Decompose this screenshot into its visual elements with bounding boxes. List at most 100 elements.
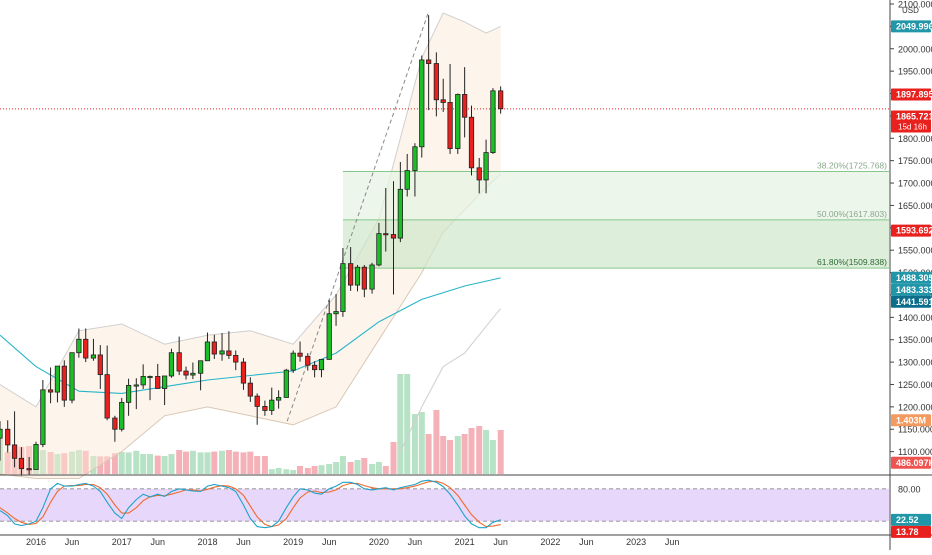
candle[interactable]: [412, 143, 418, 197]
candle[interactable]: [483, 139, 489, 194]
volume-bar: [247, 451, 254, 474]
candle[interactable]: [112, 415, 118, 442]
candle[interactable]: [133, 378, 139, 410]
candle[interactable]: [354, 264, 361, 292]
candle[interactable]: [5, 420, 11, 453]
candle[interactable]: [33, 441, 39, 470]
candle[interactable]: [318, 359, 325, 378]
candle-body: [369, 264, 375, 290]
time-tick-label: 2022: [540, 537, 560, 547]
candle[interactable]: [468, 105, 475, 176]
candle[interactable]: [176, 336, 182, 376]
volume-bar: [268, 469, 275, 474]
candle[interactable]: [226, 331, 232, 359]
candle[interactable]: [240, 358, 247, 390]
candle[interactable]: [361, 264, 367, 298]
candle[interactable]: [161, 375, 168, 406]
candles-layer[interactable]: [0, 15, 504, 476]
candle[interactable]: [283, 368, 289, 398]
candle[interactable]: [147, 375, 153, 401]
candle-body: [40, 389, 46, 445]
candle[interactable]: [168, 348, 175, 378]
candle[interactable]: [290, 350, 296, 373]
volume-bar: [440, 436, 447, 474]
candle[interactable]: [0, 421, 3, 461]
candle[interactable]: [333, 294, 339, 326]
candle-body: [455, 94, 461, 149]
candle[interactable]: [476, 157, 482, 194]
candle[interactable]: [276, 390, 282, 409]
candle[interactable]: [40, 380, 46, 448]
candle[interactable]: [390, 181, 397, 295]
candle[interactable]: [140, 364, 146, 389]
candle[interactable]: [47, 367, 54, 404]
candle-body: [376, 233, 382, 266]
candle[interactable]: [54, 365, 61, 403]
candle[interactable]: [369, 262, 375, 294]
candle[interactable]: [455, 93, 461, 154]
volume-bar: [204, 452, 211, 474]
candle[interactable]: [219, 333, 225, 361]
candle[interactable]: [498, 86, 504, 114]
candle[interactable]: [376, 222, 382, 267]
candle[interactable]: [297, 341, 303, 362]
candle[interactable]: [125, 378, 132, 416]
candle[interactable]: [76, 328, 82, 358]
candle[interactable]: [269, 387, 275, 415]
candle[interactable]: [190, 362, 196, 380]
candle[interactable]: [97, 345, 103, 389]
time-tick-label: 2023: [626, 537, 646, 547]
candle[interactable]: [348, 247, 354, 291]
candle[interactable]: [383, 187, 389, 252]
candle[interactable]: [397, 162, 403, 243]
candle-body: [26, 468, 32, 471]
candle[interactable]: [326, 299, 332, 360]
price-tag-bg: [891, 224, 931, 237]
volume-bar: [425, 434, 432, 474]
candle[interactable]: [490, 88, 496, 154]
candle[interactable]: [155, 363, 161, 389]
candle-body: [333, 311, 339, 315]
candle[interactable]: [11, 411, 18, 468]
volume-bar: [225, 450, 232, 474]
candle[interactable]: [419, 55, 425, 158]
candle-body: [340, 263, 346, 312]
candle[interactable]: [233, 350, 239, 371]
candle-body: [11, 444, 18, 459]
candle-body: [348, 263, 354, 286]
candle-body: [33, 444, 39, 470]
candle[interactable]: [262, 400, 268, 416]
candle[interactable]: [433, 52, 439, 117]
candle[interactable]: [312, 361, 318, 378]
candle[interactable]: [197, 360, 204, 391]
candle[interactable]: [254, 393, 260, 425]
candle[interactable]: [211, 334, 217, 359]
candle[interactable]: [83, 328, 89, 363]
volume-bar: [168, 454, 175, 474]
candle[interactable]: [340, 247, 346, 317]
candle[interactable]: [404, 153, 410, 197]
candle[interactable]: [426, 15, 432, 111]
candle[interactable]: [18, 447, 25, 476]
volume-bar: [240, 452, 247, 474]
candle[interactable]: [447, 63, 453, 154]
candle[interactable]: [69, 352, 75, 404]
candle-body: [476, 167, 482, 181]
candle[interactable]: [26, 456, 32, 476]
volume-bar: [297, 466, 303, 474]
candle[interactable]: [104, 345, 110, 421]
candle[interactable]: [305, 353, 311, 371]
candle[interactable]: [119, 397, 125, 432]
candle[interactable]: [462, 67, 468, 138]
candle[interactable]: [440, 78, 446, 112]
candle[interactable]: [90, 338, 97, 361]
candle[interactable]: [204, 332, 211, 362]
time-tick-label: Jun: [322, 537, 337, 547]
candle[interactable]: [247, 377, 253, 402]
candle[interactable]: [61, 360, 67, 407]
time-tick-label: Jun: [579, 537, 594, 547]
price-tick-label: 1300.000: [898, 358, 932, 368]
candle[interactable]: [183, 366, 189, 380]
